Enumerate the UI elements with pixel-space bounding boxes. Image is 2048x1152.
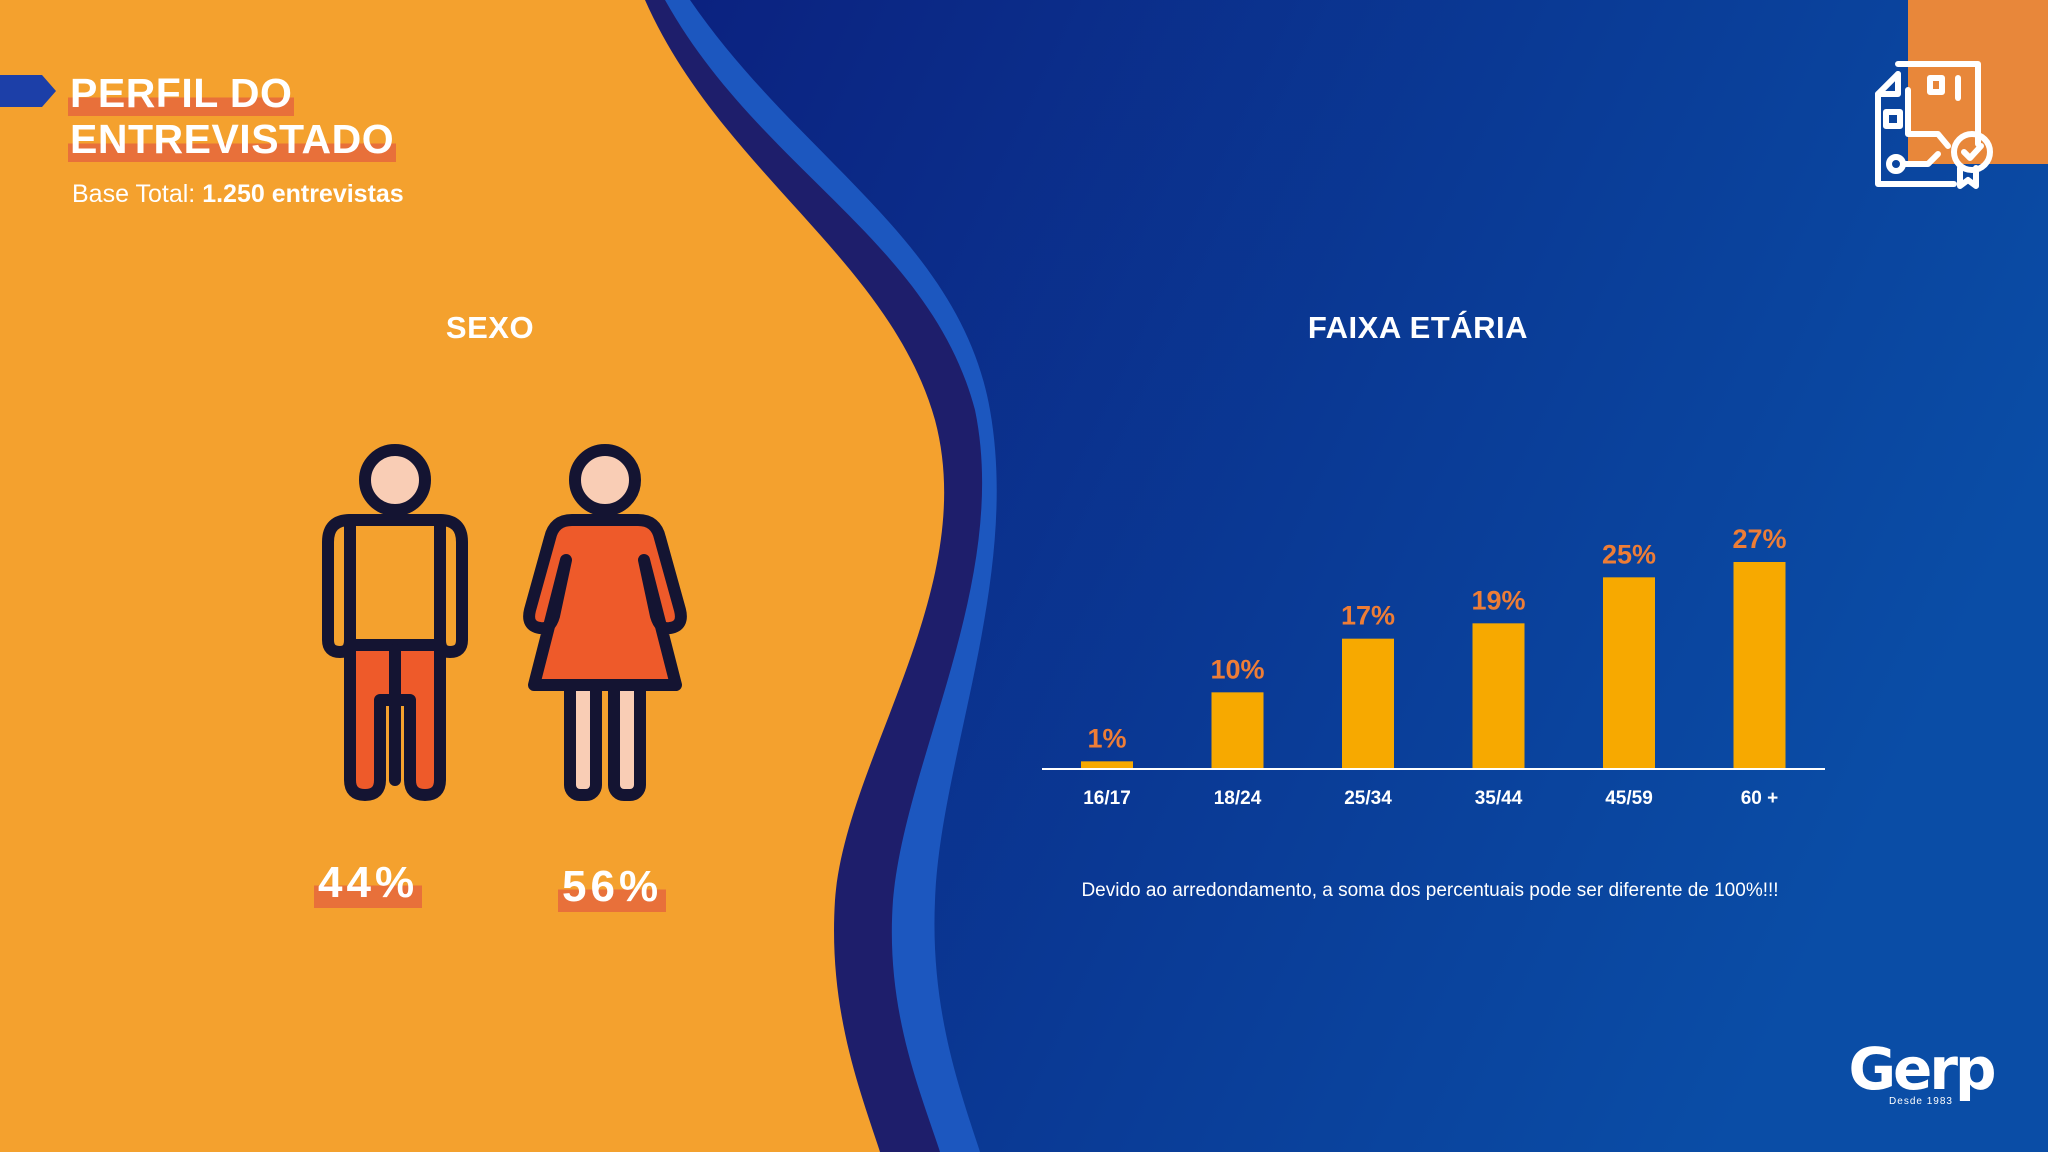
footnote: Devido ao arredondamento, a soma dos per… xyxy=(1081,880,1779,901)
gerp-logo: Gerp Desde 1983 xyxy=(1846,1040,1996,1112)
x-tick-label: 25/34 xyxy=(1344,788,1392,809)
bar-value-label: 1% xyxy=(1087,723,1126,753)
bar-18-24 xyxy=(1211,692,1264,769)
x-tick-label: 16/17 xyxy=(1083,788,1131,809)
bar-45-59 xyxy=(1603,577,1655,769)
sexo-title: SEXO xyxy=(445,310,535,345)
logo-tagline: Desde 1983 xyxy=(1889,1096,1953,1107)
bar-value-label: 25% xyxy=(1602,539,1656,569)
base-total: Base Total: 1.250 entrevistas xyxy=(72,180,404,209)
female-percentage: 56% xyxy=(558,862,667,912)
title-line-1: PERFIL DO xyxy=(68,70,295,116)
bar-value-label: 19% xyxy=(1471,585,1525,615)
logo-wordmark: Gerp xyxy=(1848,1035,1996,1103)
base-total-value: 1.250 entrevistas xyxy=(202,180,404,208)
title-arrow-icon xyxy=(0,75,56,107)
bar-35-44 xyxy=(1472,623,1525,769)
female-figure-icon xyxy=(523,444,687,801)
page-title: PERFIL DO ENTREVISTADO xyxy=(68,70,568,162)
bar-16-17 xyxy=(1081,761,1133,769)
male-figure-icon xyxy=(322,444,468,801)
x-tick-label: 18/24 xyxy=(1214,788,1262,809)
bar-60 xyxy=(1733,562,1786,769)
age-bar-chart: 1% 16/17 10% 18/24 17% 25/34 19% 35/44 25% 45/59 2… xyxy=(1042,524,1825,809)
bar-value-label: 17% xyxy=(1341,601,1395,631)
x-tick-label: 45/59 xyxy=(1605,788,1653,809)
x-tick-label: 60 + xyxy=(1741,788,1779,809)
male-percentage: 44% xyxy=(314,858,423,908)
document-check-icon xyxy=(1875,61,1993,189)
title-line-2: ENTREVISTADO xyxy=(68,116,397,162)
bar-value-label: 10% xyxy=(1210,654,1264,684)
base-total-label: Base Total: xyxy=(72,180,196,208)
bar-value-label: 27% xyxy=(1732,524,1786,554)
x-tick-label: 35/44 xyxy=(1475,788,1523,809)
bar-25-34 xyxy=(1342,638,1394,769)
faixa-etaria-title: FAIXA ETÁRIA xyxy=(1307,310,1529,345)
